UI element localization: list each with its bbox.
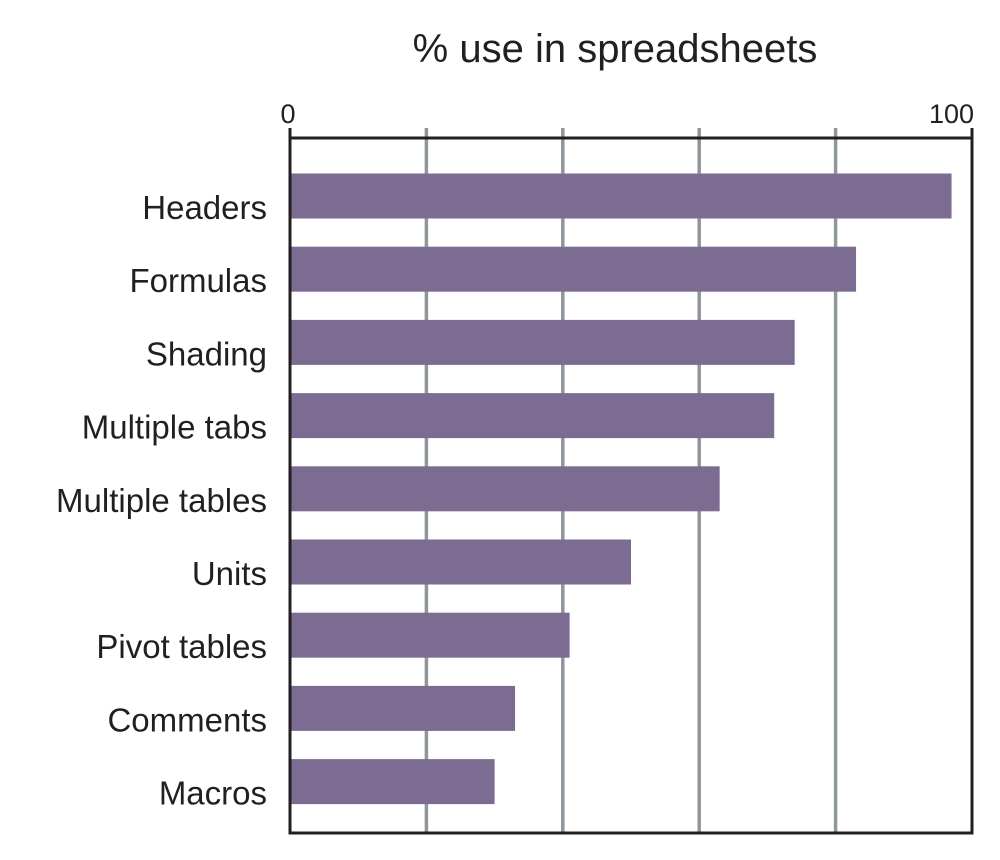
category-label-pivot-tables: Pivot tables: [96, 628, 267, 665]
bar-pivot-tables: [291, 612, 570, 658]
x-tick-label-0: 0: [280, 99, 295, 129]
category-label-units: Units: [192, 555, 267, 592]
bar-multiple-tabs: [291, 393, 775, 439]
bar-units: [291, 539, 631, 585]
category-label-formulas: Formulas: [129, 262, 267, 299]
category-label-macros: Macros: [159, 775, 267, 812]
bar-macros: [291, 759, 495, 805]
plot-frame: [288, 128, 974, 835]
bars: [291, 173, 952, 805]
x-tick-labels: 0 100: [280, 99, 974, 129]
category-labels: Headers Formulas Shading Multiple tabs Multi…: [56, 189, 267, 812]
category-label-multiple-tabs: Multiple tabs: [82, 409, 267, 446]
bar-formulas: [291, 246, 857, 292]
chart-title: % use in spreadsheets: [413, 27, 818, 71]
category-label-headers: Headers: [142, 189, 267, 226]
category-label-shading: Shading: [146, 335, 267, 372]
category-label-multiple-tables: Multiple tables: [56, 482, 267, 519]
bar-shading: [291, 319, 795, 365]
bar-multiple-tables: [291, 466, 720, 512]
x-tick-label-100: 100: [929, 99, 974, 129]
bar-headers: [291, 173, 952, 219]
bar-comments: [291, 685, 516, 731]
category-label-comments: Comments: [107, 701, 267, 738]
